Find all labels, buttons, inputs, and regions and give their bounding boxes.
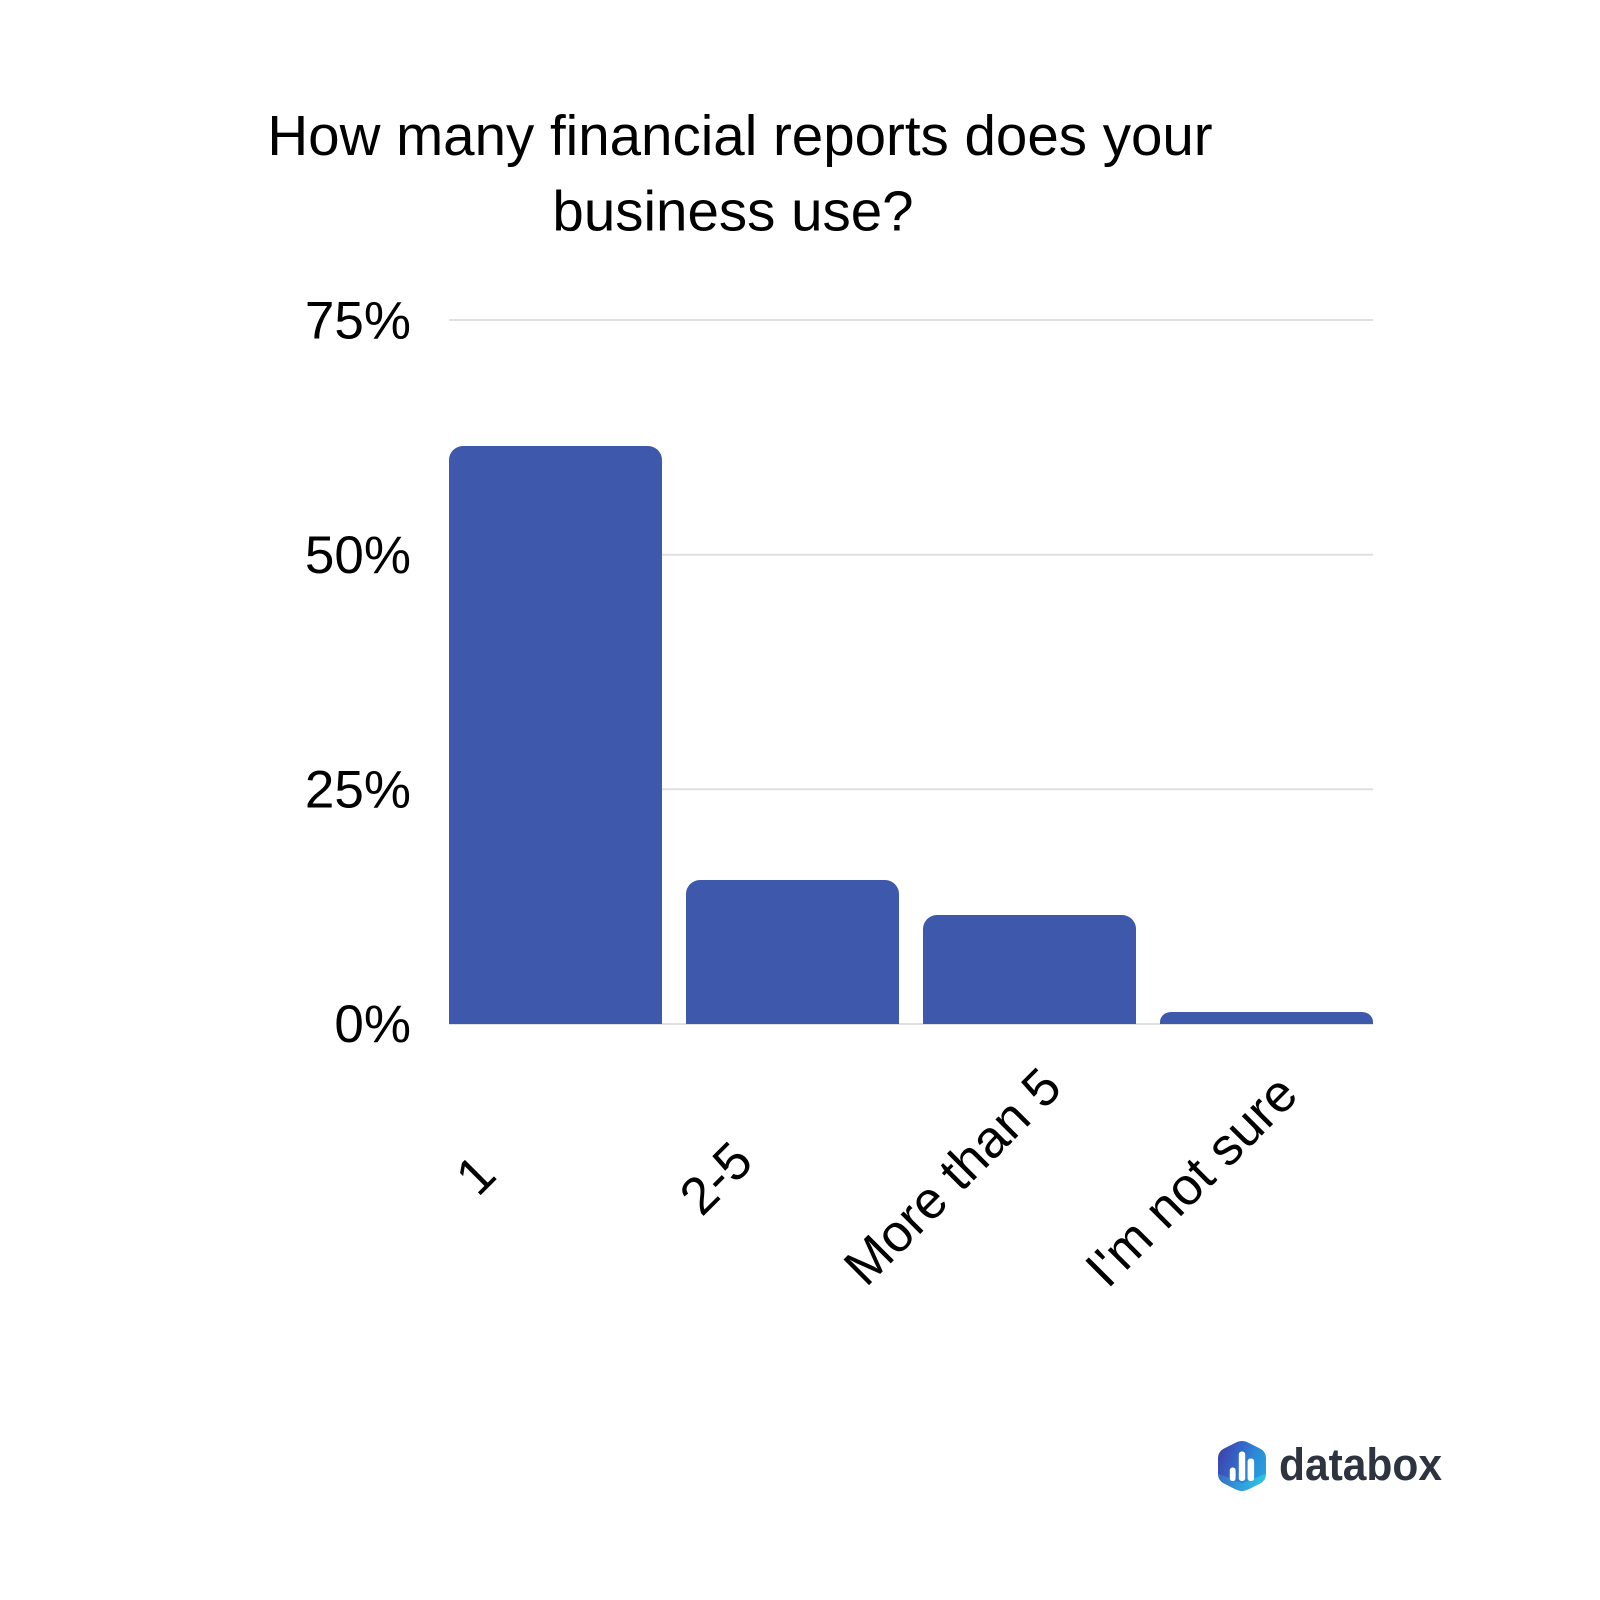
svg-text:0%: 0% — [334, 995, 411, 1054]
svg-text:75%: 75% — [305, 291, 411, 350]
svg-text:How many financial reports doe: How many financial reports does your — [267, 104, 1212, 167]
svg-text:databox: databox — [1279, 1440, 1443, 1490]
svg-text:business use?: business use? — [552, 179, 913, 242]
svg-text:25%: 25% — [305, 761, 411, 820]
svg-text:50%: 50% — [305, 526, 411, 585]
